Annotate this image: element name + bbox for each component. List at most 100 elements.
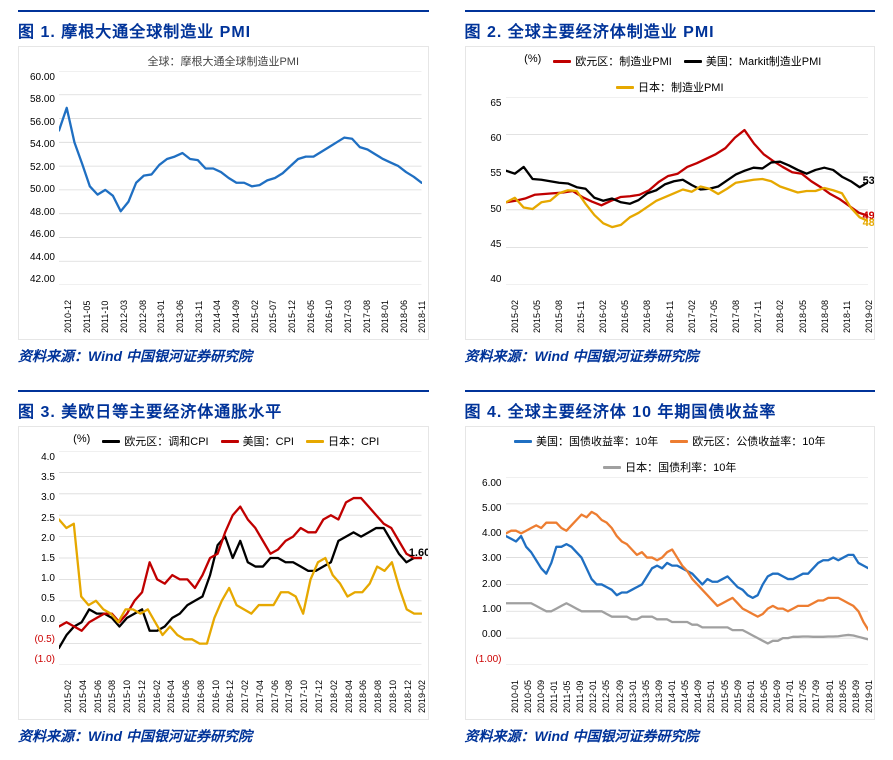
legend-item: 日本：国债利率：10年	[603, 459, 736, 475]
legend-item: 欧元区：制造业PMI	[553, 53, 672, 69]
callout-label: 48.5	[863, 217, 875, 229]
y-tick: 50	[490, 205, 501, 215]
panel-1-caption: 资料来源：Wind 中国银河证券研究院	[18, 346, 429, 366]
chart-grid: 图 1. 摩根大通全球制造业 PMI 全球：摩根大通全球制造业PMI 60.00 5…	[0, 0, 893, 760]
legend-label: 欧元区：制造业PMI	[575, 53, 672, 69]
plot: 53.749.248.5	[506, 97, 869, 285]
legend-label: 美国：CPI	[243, 433, 294, 449]
y-tick: 52.00	[30, 163, 55, 173]
legend-item: 欧元区：调和CPI	[102, 433, 208, 449]
y-tick: 55	[490, 169, 501, 179]
y-tick: 46.00	[30, 230, 55, 240]
plot-svg	[59, 451, 422, 665]
plot	[506, 477, 869, 665]
series-global	[59, 108, 422, 211]
y-tick: 58.00	[30, 95, 55, 105]
legend-label: 日本：制造业PMI	[638, 79, 724, 95]
y-axis: 6.005.004.003.002.001.000.00(1.00)	[472, 477, 506, 665]
plot-area: 60.0058.0056.0054.0052.0050.0048.0046.00…	[25, 71, 422, 285]
legend-item: 美国：国债收益率：10年	[514, 433, 658, 449]
plot-svg	[59, 71, 422, 285]
panel-1-title: 图 1. 摩根大通全球制造业 PMI	[18, 10, 429, 42]
legend-swatch	[514, 440, 532, 443]
panel-1-chart: 全球：摩根大通全球制造业PMI 60.00 58.00 56.00 54.00 52.00…	[18, 46, 429, 340]
y-tick: 1.00	[482, 605, 501, 615]
legend: (%)欧元区：制造业PMI美国：Markit制造业PMI日本：制造业PMI	[472, 53, 869, 95]
y-axis: 60.0058.0056.0054.0052.0050.0048.0046.00…	[25, 71, 59, 285]
series-jp_cpi	[59, 519, 422, 643]
series-us_cpi	[59, 498, 422, 631]
plot: 1.60	[59, 451, 422, 665]
legend-item: 美国：CPI	[221, 433, 294, 449]
panel-4-chart: 美国：国债收益率：10年欧元区：公债收益率：10年日本：国债利率：10年6.00…	[465, 426, 876, 720]
plot-svg	[506, 477, 869, 665]
y-axis: 4.03.53.02.52.01.51.00.50.0(0.5)(1.0)	[25, 451, 59, 665]
y-tick: 1.5	[41, 554, 55, 564]
legend-swatch	[603, 466, 621, 469]
y-tick: 60.00	[30, 73, 55, 83]
y-tick: 4.0	[41, 453, 55, 463]
y-tick: (1.00)	[475, 655, 501, 665]
y-tick: 0.0	[41, 615, 55, 625]
legend-swatch	[684, 60, 702, 63]
panel-4-caption: 资料来源：Wind 中国银河证券研究院	[465, 726, 876, 746]
y-tick: 56.00	[30, 118, 55, 128]
legend: 全球：摩根大通全球制造业PMI	[25, 53, 422, 69]
series-us_10y	[506, 536, 869, 598]
legend: (%)欧元区：调和CPI美国：CPI日本：CPI	[25, 433, 422, 449]
y-tick: 2.0	[41, 534, 55, 544]
y-tick: 44.00	[30, 253, 55, 263]
series-jp_10y	[506, 603, 869, 643]
y-tick: 5.00	[482, 504, 501, 514]
x-axis: 2015-022015-042015-062015-082015-102015-…	[25, 665, 422, 719]
y-tick: 1.0	[41, 574, 55, 584]
panel-1: 图 1. 摩根大通全球制造业 PMI 全球：摩根大通全球制造业PMI 60.00 5…	[0, 0, 447, 380]
plot-svg	[506, 97, 869, 285]
y-tick: 54.00	[30, 140, 55, 150]
series-eu_10y	[506, 512, 869, 630]
y-tick: 0.00	[482, 630, 501, 640]
panel-4: 图 4. 全球主要经济体 10 年期国债收益率 美国：国债收益率：10年欧元区：…	[447, 380, 893, 760]
legend-label: 美国：Markit制造业PMI	[706, 53, 822, 69]
y-tick: 42.00	[30, 275, 55, 285]
legend-title: 全球：摩根大通全球制造业PMI	[147, 53, 299, 69]
y-tick: (1.0)	[34, 655, 55, 665]
plot-area: 65605550454053.749.248.5	[472, 97, 869, 285]
legend: 美国：国债收益率：10年 欧元区：公债收益率：10年日本：国债利率：10年	[472, 433, 869, 475]
x-axis: 2010-012010-052010-092011-012011-052011-…	[472, 665, 869, 719]
legend-item: 美国：Markit制造业PMI	[684, 53, 822, 69]
legend-item: 日本：制造业PMI	[616, 79, 724, 95]
y-tick: 2.5	[41, 514, 55, 524]
callout-label: 1.60	[409, 547, 429, 559]
panel-3-chart: (%)欧元区：调和CPI美国：CPI日本：CPI4.03.53.02.52.01…	[18, 426, 429, 720]
legend-item: 日本：CPI	[306, 433, 379, 449]
panel-3-title: 图 3. 美欧日等主要经济体通胀水平	[18, 390, 429, 422]
y-tick: 4.00	[482, 529, 501, 539]
y-tick: 65	[490, 99, 501, 109]
plot-area: 6.005.004.003.002.001.000.00(1.00)	[472, 477, 869, 665]
y-tick: 0.5	[41, 594, 55, 604]
legend-item: 欧元区：公债收益率：10年	[670, 433, 825, 449]
legend-label: 欧元区：公债收益率：10年	[692, 433, 825, 449]
x-axis: 2010-122011-052011-102012-032012-082013-…	[25, 285, 422, 339]
y-tick: 2.00	[482, 580, 501, 590]
y-tick: 3.00	[482, 554, 501, 564]
y-axis: 656055504540	[472, 97, 506, 285]
legend-swatch	[553, 60, 571, 63]
legend-swatch	[670, 440, 688, 443]
series-japan	[506, 179, 869, 227]
legend-label: 美国：国债收益率：10年	[536, 433, 658, 449]
y-tick: 45	[490, 240, 501, 250]
x-axis: 2015-022015-052015-082015-112016-022016-…	[472, 285, 869, 339]
panel-2-caption: 资料来源：Wind 中国银河证券研究院	[465, 346, 876, 366]
panel-2-title: 图 2. 全球主要经济体制造业 PMI	[465, 10, 876, 42]
legend-label: 欧元区：调和CPI	[124, 433, 208, 449]
panel-2-chart: (%)欧元区：制造业PMI美国：Markit制造业PMI日本：制造业PMI656…	[465, 46, 876, 340]
plot	[59, 71, 422, 285]
y-tick: 40	[490, 275, 501, 285]
y-tick: 3.5	[41, 473, 55, 483]
panel-3: 图 3. 美欧日等主要经济体通胀水平 (%)欧元区：调和CPI美国：CPI日本：…	[0, 380, 447, 760]
series-eurozone	[506, 130, 869, 216]
y-tick: (0.5)	[34, 635, 55, 645]
legend-label: 日本：CPI	[328, 433, 379, 449]
